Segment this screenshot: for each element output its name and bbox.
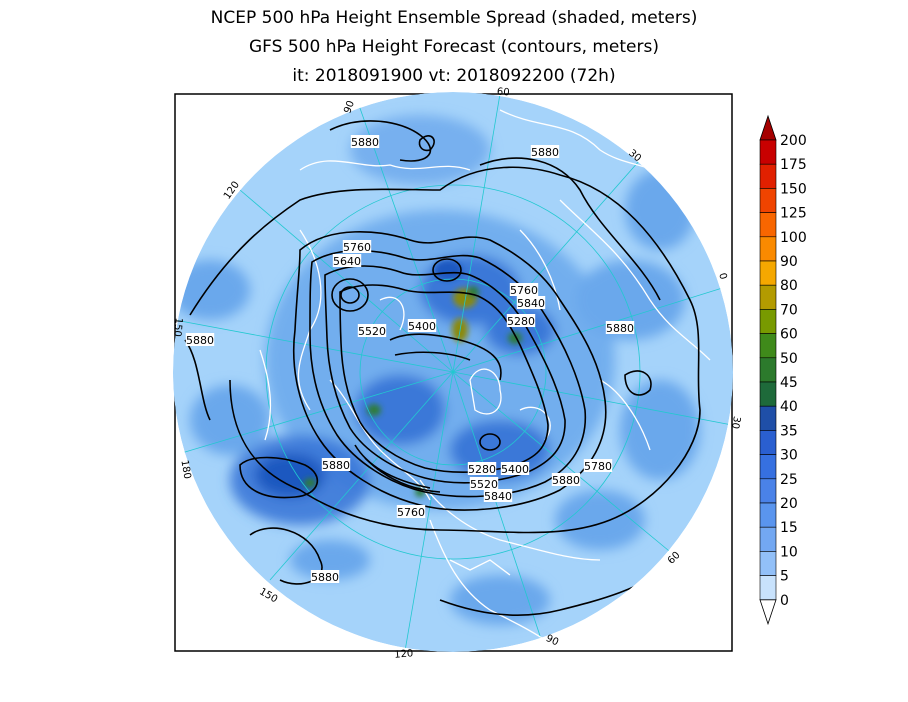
svg-text:5640: 5640 bbox=[333, 255, 361, 268]
svg-text:5280: 5280 bbox=[507, 315, 535, 328]
colorbar-label: 150 bbox=[780, 181, 807, 197]
svg-text:5880: 5880 bbox=[311, 571, 339, 584]
contour-label: 5880 bbox=[321, 458, 351, 472]
colorbar-swatch bbox=[759, 405, 777, 431]
colorbar-label: 200 bbox=[780, 133, 807, 149]
colorbar-label: 60 bbox=[780, 327, 798, 343]
colorbar-label: 100 bbox=[780, 230, 807, 246]
svg-text:5520: 5520 bbox=[470, 478, 498, 491]
longitude-label: 90 bbox=[544, 633, 560, 648]
contour-label: 5780 bbox=[583, 459, 613, 473]
contour-label: 5520 bbox=[469, 477, 499, 491]
svg-text:5880: 5880 bbox=[186, 334, 214, 347]
contour-label: 5760 bbox=[396, 505, 426, 519]
colorbar-swatch bbox=[759, 502, 777, 528]
colorbar-label: 40 bbox=[780, 399, 798, 415]
colorbar-swatch bbox=[759, 357, 777, 383]
contour-label: 5760 bbox=[509, 283, 539, 297]
colorbar-label: 45 bbox=[780, 375, 798, 391]
colorbar-label: 15 bbox=[780, 520, 798, 536]
colorbar-label: 10 bbox=[780, 544, 798, 560]
colorbar-label: 80 bbox=[780, 278, 798, 294]
colorbar-label: 30 bbox=[780, 448, 798, 464]
svg-text:5880: 5880 bbox=[322, 459, 350, 472]
contour-label: 5280 bbox=[467, 462, 497, 476]
colorbar-top-arrow bbox=[759, 114, 777, 141]
longitude-label: 30 bbox=[729, 415, 742, 429]
contour-label: 5840 bbox=[516, 296, 546, 310]
title-line-1: NCEP 500 hPa Height Ensemble Spread (sha… bbox=[210, 8, 698, 28]
colorbar-swatch bbox=[759, 236, 777, 262]
svg-text:5760: 5760 bbox=[343, 241, 371, 254]
title-line-2: GFS 500 hPa Height Forecast (contours, m… bbox=[249, 37, 659, 57]
colorbar-label: 0 bbox=[780, 593, 789, 609]
colorbar: 2001751501251009080706050454035302520151… bbox=[759, 114, 807, 626]
longitude-label: 60 bbox=[496, 86, 510, 98]
colorbar-label: 5 bbox=[780, 569, 789, 585]
contour-label: 5280 bbox=[506, 314, 536, 328]
svg-text:5840: 5840 bbox=[484, 490, 512, 503]
contour-label: 5880 bbox=[185, 333, 215, 347]
contour-label: 5880 bbox=[605, 321, 635, 335]
colorbar-label: 25 bbox=[780, 472, 798, 488]
contour-label: 5840 bbox=[483, 489, 513, 503]
colorbar-label: 50 bbox=[780, 351, 798, 367]
colorbar-swatch bbox=[759, 478, 777, 504]
colorbar-label: 125 bbox=[780, 206, 807, 222]
colorbar-label: 90 bbox=[780, 254, 798, 270]
colorbar-swatch bbox=[759, 212, 777, 238]
svg-text:5400: 5400 bbox=[408, 320, 436, 333]
colorbar-swatch bbox=[759, 284, 777, 310]
svg-text:5760: 5760 bbox=[397, 506, 425, 519]
colorbar-swatch bbox=[759, 333, 777, 359]
colorbar-swatch bbox=[759, 551, 777, 576]
colorbar-bottom-arrow bbox=[759, 599, 777, 626]
contour-label: 5880 bbox=[530, 145, 560, 159]
colorbar-swatch bbox=[759, 575, 777, 601]
contour-label: 5400 bbox=[407, 319, 437, 333]
contour-label: 5880 bbox=[551, 473, 581, 487]
svg-text:5880: 5880 bbox=[351, 136, 379, 149]
colorbar-swatch bbox=[759, 526, 777, 552]
svg-text:5840: 5840 bbox=[517, 297, 545, 310]
longitude-label: 180 bbox=[178, 459, 192, 480]
svg-text:5760: 5760 bbox=[510, 284, 538, 297]
colorbar-swatch bbox=[759, 381, 777, 407]
colorbar-swatch bbox=[759, 309, 777, 334]
graticule bbox=[174, 93, 733, 652]
svg-text:5880: 5880 bbox=[531, 146, 559, 159]
contour-label: 5880 bbox=[310, 570, 340, 584]
colorbar-label: 35 bbox=[780, 423, 798, 439]
colorbar-swatch bbox=[759, 139, 777, 165]
colorbar-swatch bbox=[759, 454, 777, 480]
colorbar-swatch bbox=[759, 430, 777, 455]
map-disc bbox=[173, 92, 733, 652]
longitude-label: 150 bbox=[171, 317, 184, 337]
svg-text:5880: 5880 bbox=[606, 322, 634, 335]
longitude-label: 0 bbox=[716, 272, 728, 281]
contour-label: 5760 bbox=[342, 240, 372, 254]
svg-text:5400: 5400 bbox=[501, 463, 529, 476]
longitude-label: 120 bbox=[394, 648, 414, 661]
colorbar-swatch bbox=[759, 188, 777, 213]
svg-text:5520: 5520 bbox=[358, 325, 386, 338]
longitude-label: 90 bbox=[342, 99, 357, 115]
colorbar-label: 20 bbox=[780, 496, 798, 512]
title-line-3: it: 2018091900 vt: 2018092200 (72h) bbox=[292, 66, 616, 86]
contour-label: 5640 bbox=[332, 254, 362, 268]
colorbar-swatch bbox=[759, 260, 777, 286]
svg-text:5780: 5780 bbox=[584, 460, 612, 473]
contour-label: 5400 bbox=[500, 462, 530, 476]
contour-label: 5880 bbox=[350, 135, 380, 149]
colorbar-swatch bbox=[759, 163, 777, 189]
contour-label: 5520 bbox=[357, 324, 387, 338]
colorbar-label: 70 bbox=[780, 302, 798, 318]
svg-text:5880: 5880 bbox=[552, 474, 580, 487]
svg-text:5280: 5280 bbox=[468, 463, 496, 476]
colorbar-label: 175 bbox=[780, 157, 807, 173]
